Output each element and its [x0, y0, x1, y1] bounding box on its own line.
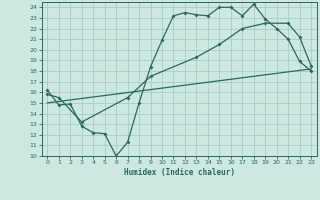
- X-axis label: Humidex (Indice chaleur): Humidex (Indice chaleur): [124, 168, 235, 177]
